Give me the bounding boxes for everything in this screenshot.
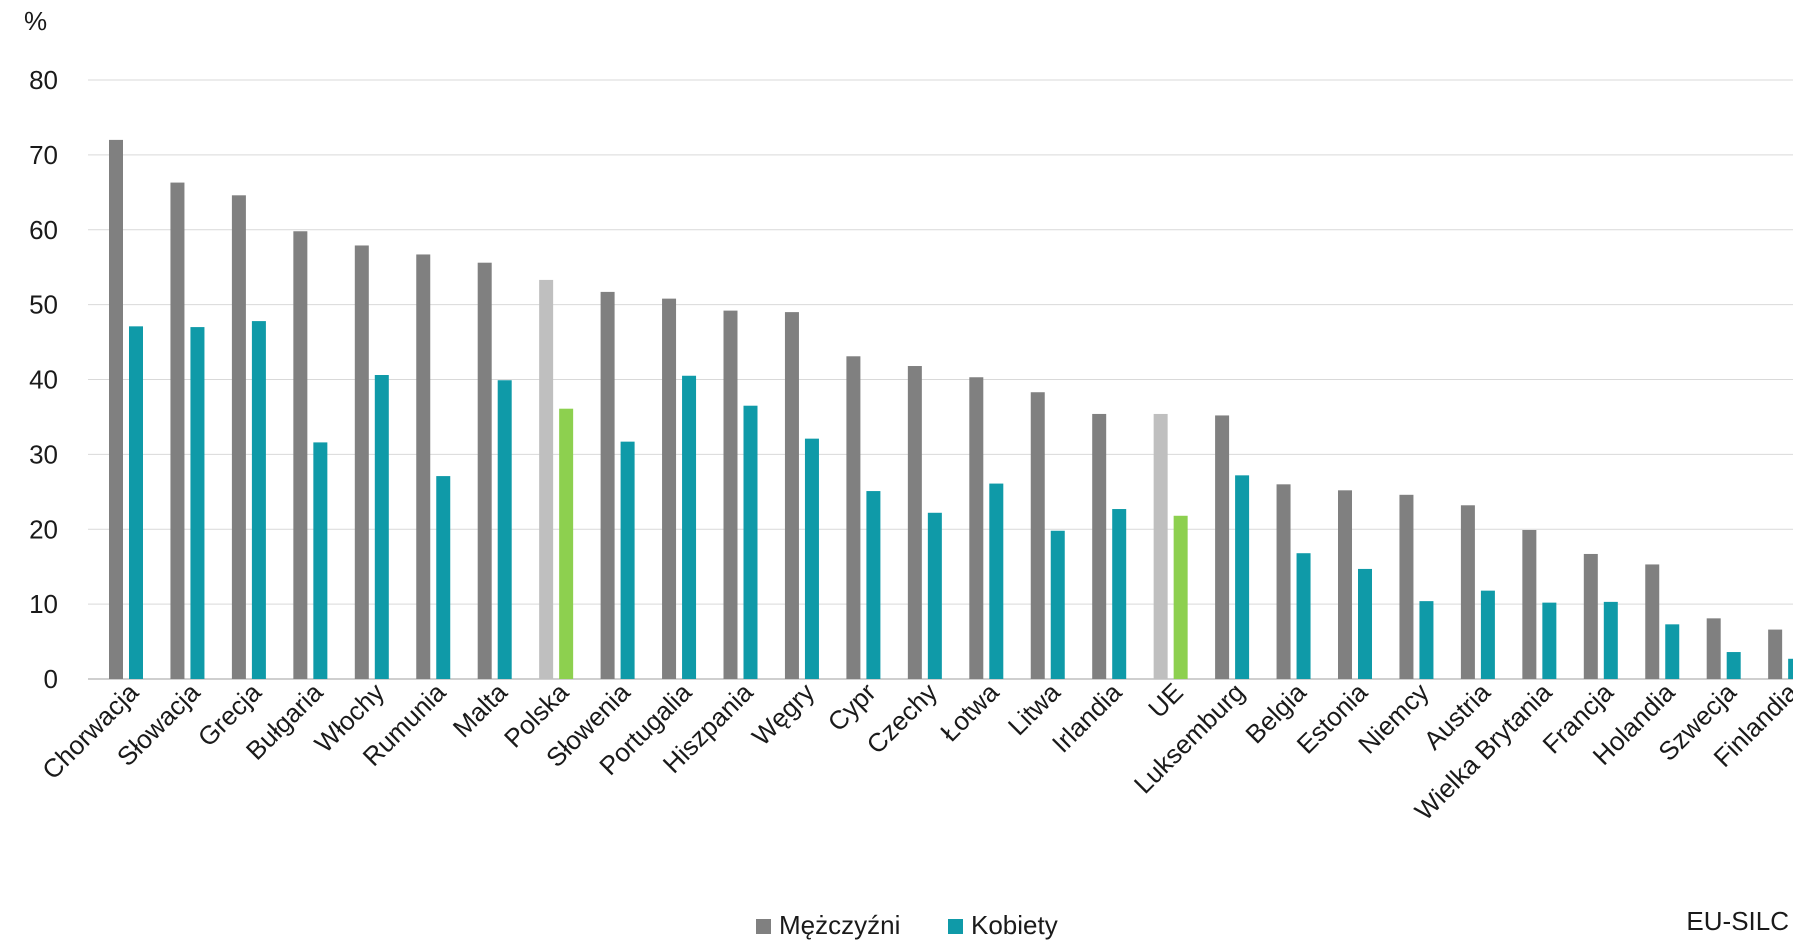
y-axis-unit-label: % xyxy=(24,6,47,36)
bar-men xyxy=(539,279,554,679)
bar-women xyxy=(743,405,758,679)
bar-women xyxy=(1235,475,1250,679)
bar-women xyxy=(1358,568,1372,679)
bar-women xyxy=(559,408,574,679)
bar-women xyxy=(1112,509,1127,679)
source-note: EU-SILC xyxy=(1686,906,1789,936)
bar-women xyxy=(989,483,1004,679)
bar-men xyxy=(1583,553,1598,679)
y-tick-label: 80 xyxy=(29,65,58,95)
bar-men xyxy=(784,312,799,679)
bar-men xyxy=(1092,413,1107,679)
x-tick-label: Luksemburg xyxy=(1128,677,1250,799)
bar-men xyxy=(723,310,738,679)
bar-men xyxy=(600,291,615,679)
legend-label-men: Mężczyźni xyxy=(779,910,900,940)
bar-women xyxy=(129,326,143,679)
bar-men xyxy=(477,262,492,679)
bar-men xyxy=(416,254,431,680)
bar-women xyxy=(497,380,512,679)
bar-women xyxy=(804,438,819,679)
bar-women xyxy=(374,375,389,679)
bar-men xyxy=(1030,392,1045,679)
y-tick-label: 50 xyxy=(29,290,58,320)
bar-men xyxy=(662,298,677,679)
y-axis-ticks: 0 10 20 30 40 50 60 70 80 xyxy=(29,65,58,694)
bar-men xyxy=(354,245,369,679)
bar-men xyxy=(231,195,246,679)
bar-men xyxy=(1276,484,1291,679)
bar-men xyxy=(846,356,861,679)
bar-women xyxy=(866,491,881,679)
bar-men xyxy=(1522,529,1537,679)
gridlines xyxy=(88,79,1793,680)
bar-women xyxy=(251,321,266,679)
bar-women xyxy=(1603,601,1618,679)
bar-women xyxy=(1665,624,1680,679)
x-tick-label: Łotwa xyxy=(934,677,1005,748)
bar-men xyxy=(1706,618,1721,679)
bar-men xyxy=(1460,505,1475,679)
bar-women xyxy=(436,476,451,679)
bar-women xyxy=(927,512,942,679)
y-tick-label: 40 xyxy=(29,365,58,395)
bar-women xyxy=(1419,601,1434,679)
bar-women xyxy=(682,375,697,679)
bar-women xyxy=(313,442,328,679)
bar-women xyxy=(1542,602,1557,679)
y-tick-label: 70 xyxy=(29,140,58,170)
legend-swatch-men xyxy=(756,919,771,934)
y-tick-label: 0 xyxy=(44,664,58,694)
bar-men xyxy=(1338,490,1352,679)
bar-women xyxy=(1296,553,1311,679)
legend: Mężczyźni Kobiety xyxy=(756,910,1058,940)
legend-label-women: Kobiety xyxy=(971,910,1058,940)
bar-men xyxy=(1399,494,1414,679)
bar-women xyxy=(1480,590,1495,679)
x-tick-label: Czechy xyxy=(861,677,944,760)
bar-men xyxy=(907,366,922,679)
y-tick-label: 10 xyxy=(29,589,58,619)
bar-men xyxy=(1153,413,1168,679)
bar-men xyxy=(969,377,984,679)
bar-women xyxy=(1726,652,1741,679)
x-axis-labels: ChorwacjaSłowacjaGrecjaBułgariaWłochyRum… xyxy=(36,677,1793,826)
bar-men xyxy=(109,139,123,679)
y-tick-label: 60 xyxy=(29,215,58,245)
bar-women xyxy=(1788,658,1793,679)
bars xyxy=(109,139,1793,680)
bar-women xyxy=(1050,530,1065,679)
bar-men xyxy=(170,182,185,680)
bar-men xyxy=(1215,415,1230,679)
x-tick-label: Węgry xyxy=(746,677,820,751)
bar-women xyxy=(190,327,205,679)
bar-women xyxy=(620,441,635,679)
x-tick-label: Niemcy xyxy=(1352,677,1434,759)
bar-men xyxy=(1645,564,1660,679)
bar-women xyxy=(1173,515,1188,679)
y-tick-label: 20 xyxy=(29,514,58,544)
x-tick-label: UE xyxy=(1142,677,1189,724)
y-tick-label: 30 xyxy=(29,439,58,469)
bar-men xyxy=(293,231,308,679)
legend-swatch-women xyxy=(948,919,963,934)
bar-men xyxy=(1768,629,1783,679)
x-tick-label: Irlandia xyxy=(1046,677,1128,759)
